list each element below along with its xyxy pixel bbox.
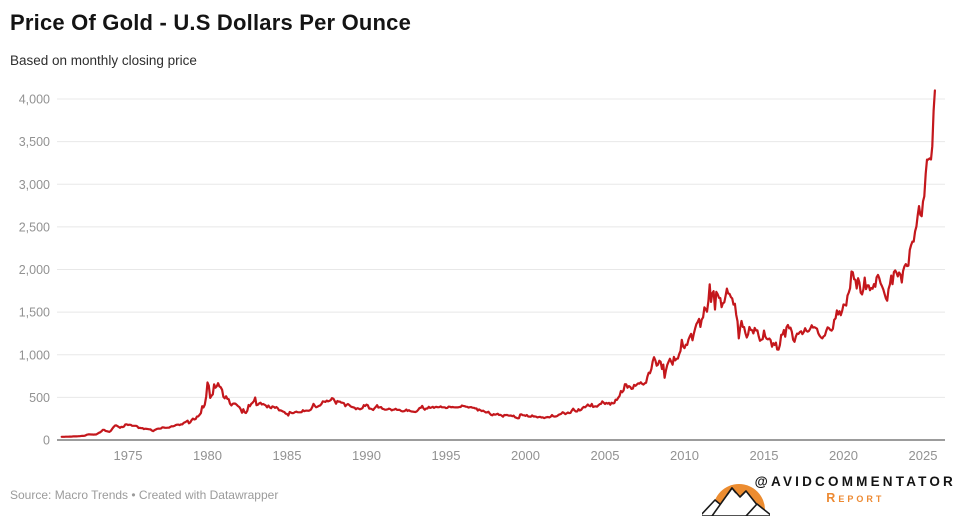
x-axis-tick-label: 2000: [511, 448, 540, 463]
y-axis-tick-label: 2,500: [19, 220, 50, 234]
y-axis-tick-label: 1,000: [19, 348, 50, 362]
x-axis-tick-label: 1985: [273, 448, 302, 463]
gold-price-line: [60, 89, 936, 438]
brand-logo: [702, 484, 770, 516]
brand-text: @AVIDCOMMENTATOR Report: [755, 474, 956, 505]
source-attribution: Source: Macro Trends • Created with Data…: [10, 488, 279, 502]
page-title: Price Of Gold - U.S Dollars Per Ounce: [10, 10, 412, 35]
y-axis-tick-label: 0: [43, 434, 50, 448]
mountains-icon: [702, 487, 770, 516]
x-axis-tick-label: 1980: [193, 448, 222, 463]
x-axis-tick-label: 2025: [909, 448, 938, 463]
x-axis-tick-label: 1975: [114, 448, 143, 463]
gold-price-line-chart: 0 500 1,000 1,500 2,000 2,500 3,000 3,500 4,000 1…: [19, 89, 945, 463]
y-axis-tick-label: 500: [29, 391, 50, 405]
y-axis-tick-label: 2,000: [19, 263, 50, 277]
x-axis-tick-label: 2015: [750, 448, 779, 463]
x-axis-tick-label: 2010: [670, 448, 699, 463]
x-axis-tick-label: 2020: [829, 448, 858, 463]
brand-handle: @AVIDCOMMENTATOR: [754, 474, 956, 489]
y-axis-tick-label: 4,000: [19, 93, 50, 107]
brand-report-label: Report: [826, 491, 885, 505]
x-axis-tick-label: 1990: [352, 448, 381, 463]
y-axis-tick-label: 1,500: [19, 306, 50, 320]
x-axis-tick-label: 2005: [591, 448, 620, 463]
x-axis-tick-label: 1995: [432, 448, 461, 463]
y-axis-tick-label: 3,500: [19, 135, 50, 149]
page-subtitle: Based on monthly closing price: [10, 53, 197, 68]
y-axis-tick-label: 3,000: [19, 178, 50, 192]
